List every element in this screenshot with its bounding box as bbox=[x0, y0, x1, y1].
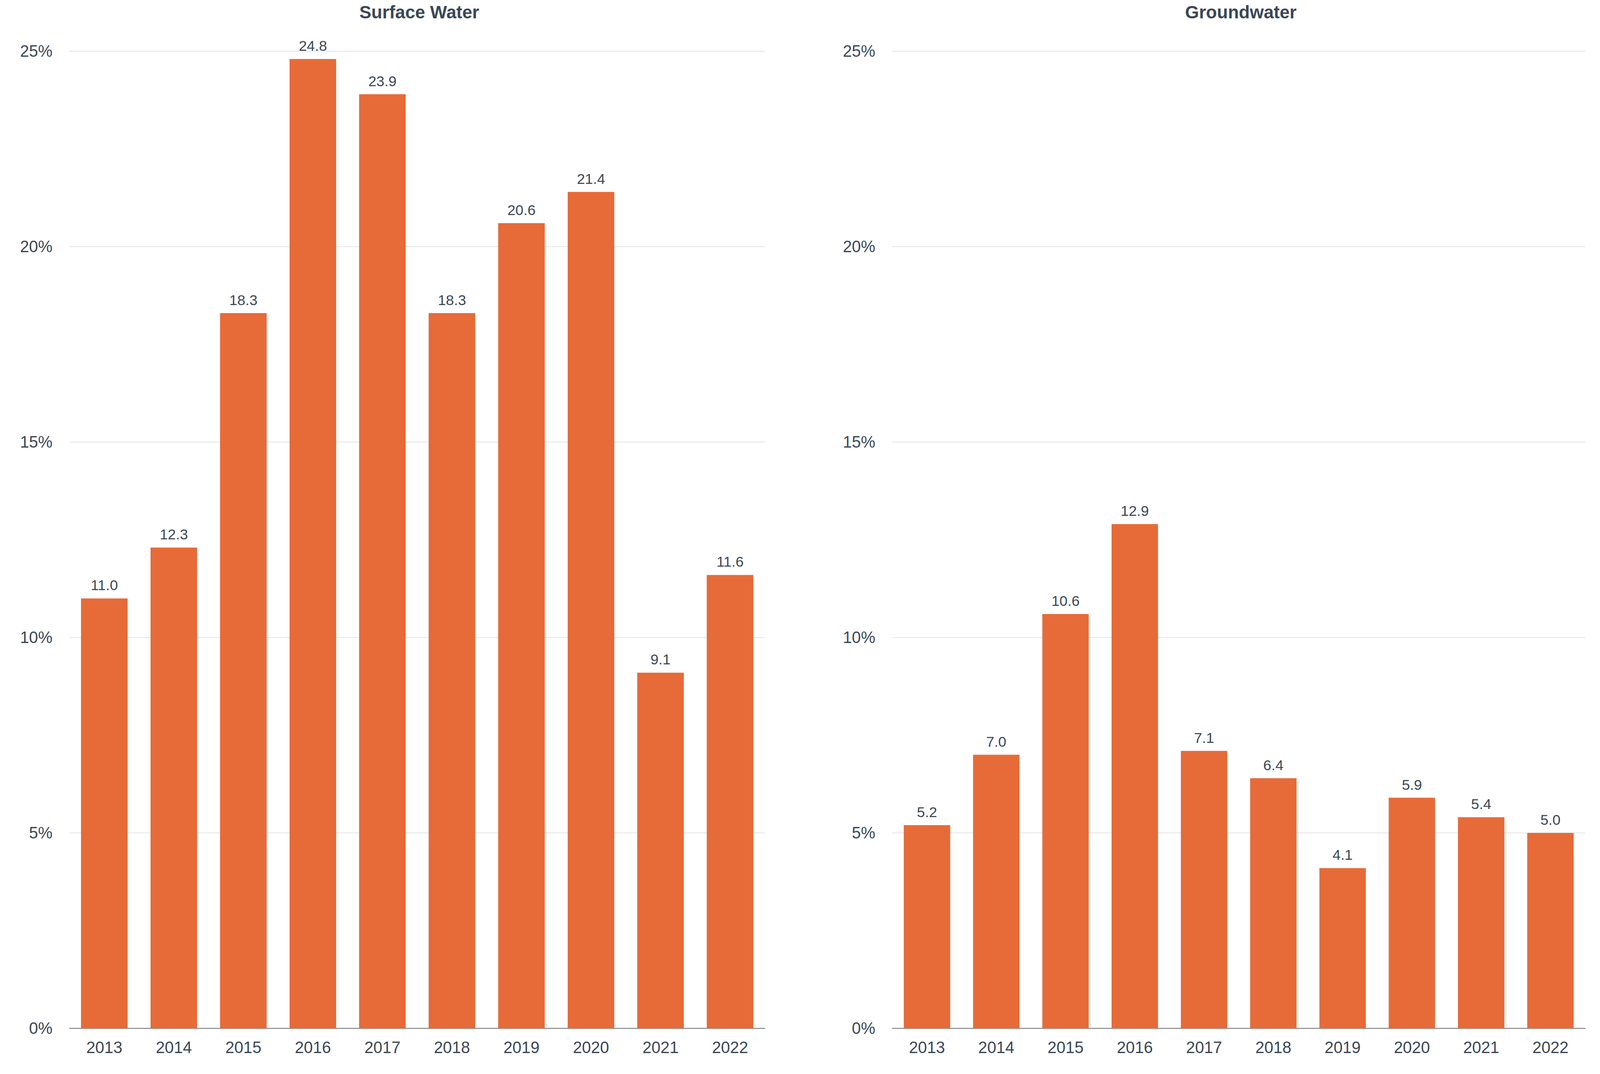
svg-text:18.3: 18.3 bbox=[437, 291, 466, 308]
svg-text:18.3: 18.3 bbox=[229, 291, 258, 308]
svg-text:2015: 2015 bbox=[225, 1038, 262, 1057]
svg-text:21.4: 21.4 bbox=[576, 170, 605, 187]
svg-text:11.0: 11.0 bbox=[90, 576, 119, 593]
svg-text:9.1: 9.1 bbox=[650, 650, 671, 668]
svg-text:2014: 2014 bbox=[978, 1038, 1015, 1057]
svg-text:5.9: 5.9 bbox=[1401, 776, 1422, 793]
svg-text:20%: 20% bbox=[20, 237, 53, 256]
svg-text:10%: 10% bbox=[842, 628, 876, 647]
svg-text:2017: 2017 bbox=[364, 1038, 401, 1057]
svg-text:7.1: 7.1 bbox=[1193, 729, 1214, 746]
svg-text:4.1: 4.1 bbox=[1332, 846, 1353, 863]
svg-text:2014: 2014 bbox=[155, 1038, 192, 1057]
svg-text:2020: 2020 bbox=[1393, 1038, 1431, 1057]
svg-text:5.4: 5.4 bbox=[1471, 795, 1492, 812]
svg-text:11.6: 11.6 bbox=[716, 553, 744, 570]
svg-text:20%: 20% bbox=[842, 237, 876, 256]
svg-text:Surface Water: Surface Water bbox=[359, 2, 480, 23]
svg-text:20.6: 20.6 bbox=[507, 201, 536, 218]
svg-text:5.0: 5.0 bbox=[1540, 811, 1561, 828]
svg-text:5%: 5% bbox=[29, 823, 53, 842]
svg-text:2019: 2019 bbox=[503, 1038, 540, 1057]
svg-text:2020: 2020 bbox=[572, 1038, 610, 1057]
svg-text:5%: 5% bbox=[851, 823, 876, 842]
svg-text:2019: 2019 bbox=[1324, 1038, 1361, 1057]
svg-text:23.9: 23.9 bbox=[368, 72, 397, 90]
svg-text:2016: 2016 bbox=[1116, 1038, 1153, 1057]
svg-text:2022: 2022 bbox=[1532, 1038, 1569, 1057]
svg-text:2022: 2022 bbox=[711, 1038, 749, 1057]
svg-text:7.0: 7.0 bbox=[986, 733, 1007, 750]
svg-text:25%: 25% bbox=[20, 42, 53, 61]
svg-text:2021: 2021 bbox=[1463, 1038, 1500, 1057]
svg-text:2016: 2016 bbox=[294, 1038, 332, 1057]
svg-text:5.2: 5.2 bbox=[917, 803, 938, 820]
svg-text:25%: 25% bbox=[842, 42, 876, 61]
svg-text:24.8: 24.8 bbox=[298, 37, 327, 54]
svg-text:0%: 0% bbox=[851, 1019, 876, 1037]
svg-text:2013: 2013 bbox=[86, 1038, 123, 1057]
svg-text:6.4: 6.4 bbox=[1263, 756, 1284, 773]
svg-text:Groundwater: Groundwater bbox=[1184, 2, 1297, 23]
svg-text:2018: 2018 bbox=[1255, 1038, 1292, 1057]
svg-text:15%: 15% bbox=[20, 432, 53, 451]
svg-text:2018: 2018 bbox=[433, 1038, 471, 1057]
svg-text:2013: 2013 bbox=[908, 1038, 946, 1057]
svg-text:12.9: 12.9 bbox=[1120, 502, 1149, 519]
svg-text:10.6: 10.6 bbox=[1051, 592, 1080, 609]
svg-text:2015: 2015 bbox=[1047, 1038, 1084, 1057]
svg-text:2017: 2017 bbox=[1186, 1038, 1223, 1057]
svg-text:12.3: 12.3 bbox=[159, 525, 188, 543]
svg-text:15%: 15% bbox=[842, 432, 876, 451]
svg-text:10%: 10% bbox=[20, 628, 53, 647]
svg-text:0%: 0% bbox=[29, 1019, 53, 1037]
svg-text:2021: 2021 bbox=[642, 1038, 679, 1057]
